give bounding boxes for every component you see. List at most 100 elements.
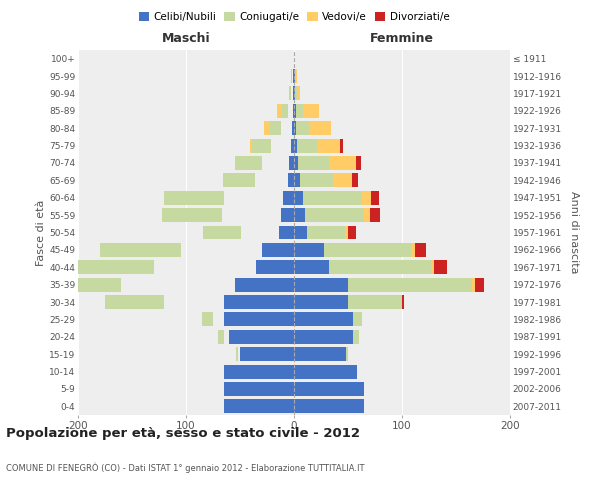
Bar (297, 86, 301, 101)
Bar (293, 104, 294, 118)
Bar (410, 243, 415, 257)
Bar (51, 260, 154, 274)
Bar (370, 208, 380, 222)
Bar (220, 191, 221, 204)
Legend: Celibi/Nubili, Coniugati/e, Vedovi/e, Divorziati/e: Celibi/Nubili, Coniugati/e, Vedovi/e, Di… (134, 8, 454, 26)
Bar (364, 208, 370, 222)
Bar (302, 104, 319, 118)
Bar (294, 260, 329, 274)
Bar (224, 295, 294, 309)
Bar (472, 278, 475, 291)
Bar (348, 226, 356, 239)
Bar (293, 86, 294, 101)
Bar (224, 364, 294, 378)
Bar (289, 86, 290, 101)
Bar (100, 243, 181, 257)
Bar (294, 364, 356, 378)
Bar (293, 69, 294, 83)
Bar (294, 138, 297, 152)
Bar (224, 312, 294, 326)
Bar (475, 278, 484, 291)
Bar (198, 208, 209, 222)
Bar (294, 347, 346, 361)
Bar (298, 156, 329, 170)
Bar (291, 69, 292, 83)
Text: Maschi: Maschi (161, 32, 211, 45)
Bar (431, 260, 434, 274)
Bar (244, 174, 250, 188)
Bar (289, 156, 294, 170)
Bar (291, 138, 294, 152)
Bar (294, 382, 364, 396)
Bar (296, 122, 309, 135)
Bar (223, 174, 255, 188)
Bar (324, 243, 410, 257)
Bar (297, 138, 317, 152)
Bar (109, 278, 115, 291)
Bar (240, 347, 294, 361)
Bar (235, 156, 262, 170)
Bar (294, 243, 324, 257)
Bar (294, 208, 305, 222)
Bar (202, 312, 213, 326)
Bar (292, 122, 294, 135)
Bar (329, 156, 356, 170)
Bar (264, 122, 272, 135)
Bar (295, 69, 296, 83)
Bar (352, 174, 358, 188)
Bar (229, 330, 294, 344)
Bar (164, 191, 224, 204)
Bar (224, 400, 294, 413)
Bar (295, 86, 297, 101)
Bar (294, 174, 301, 188)
Bar (294, 156, 298, 170)
Bar (294, 191, 302, 204)
Text: Popolazione per età, sesso e stato civile - 2012: Popolazione per età, sesso e stato civil… (6, 428, 360, 440)
Bar (294, 226, 307, 239)
Bar (226, 226, 232, 239)
Bar (294, 400, 364, 413)
Bar (281, 208, 294, 222)
Bar (353, 312, 362, 326)
Bar (252, 138, 271, 152)
Bar (161, 243, 170, 257)
Bar (340, 138, 343, 152)
Bar (245, 174, 248, 188)
Bar (282, 104, 287, 118)
Bar (434, 260, 448, 274)
Bar (277, 104, 282, 118)
Bar (251, 156, 256, 170)
Bar (294, 312, 353, 326)
Bar (294, 86, 295, 101)
Y-axis label: Fasce di età: Fasce di età (36, 200, 46, 266)
Bar (256, 260, 294, 274)
Bar (176, 243, 178, 257)
Bar (105, 295, 164, 309)
Bar (203, 226, 241, 239)
Bar (237, 226, 239, 239)
Bar (348, 295, 402, 309)
Bar (348, 278, 472, 291)
Bar (371, 191, 379, 204)
Bar (356, 156, 361, 170)
Bar (294, 69, 295, 83)
Bar (305, 208, 364, 222)
Bar (353, 330, 359, 344)
Bar (205, 191, 213, 204)
Bar (252, 156, 254, 170)
Bar (296, 69, 297, 83)
Bar (362, 191, 371, 204)
Bar (289, 86, 291, 101)
Text: COMUNE DI FENEGRÒ (CO) - Dati ISTAT 1° gennaio 2012 - Elaborazione TUTTITALIA.IT: COMUNE DI FENEGRÒ (CO) - Dati ISTAT 1° g… (6, 462, 365, 473)
Bar (236, 347, 238, 361)
Bar (294, 330, 353, 344)
Text: Femmine: Femmine (370, 32, 434, 45)
Bar (294, 122, 296, 135)
Bar (346, 347, 348, 361)
Bar (235, 278, 294, 291)
Bar (415, 243, 426, 257)
Bar (302, 191, 362, 204)
Bar (131, 260, 142, 274)
Bar (294, 104, 296, 118)
Bar (162, 208, 221, 222)
